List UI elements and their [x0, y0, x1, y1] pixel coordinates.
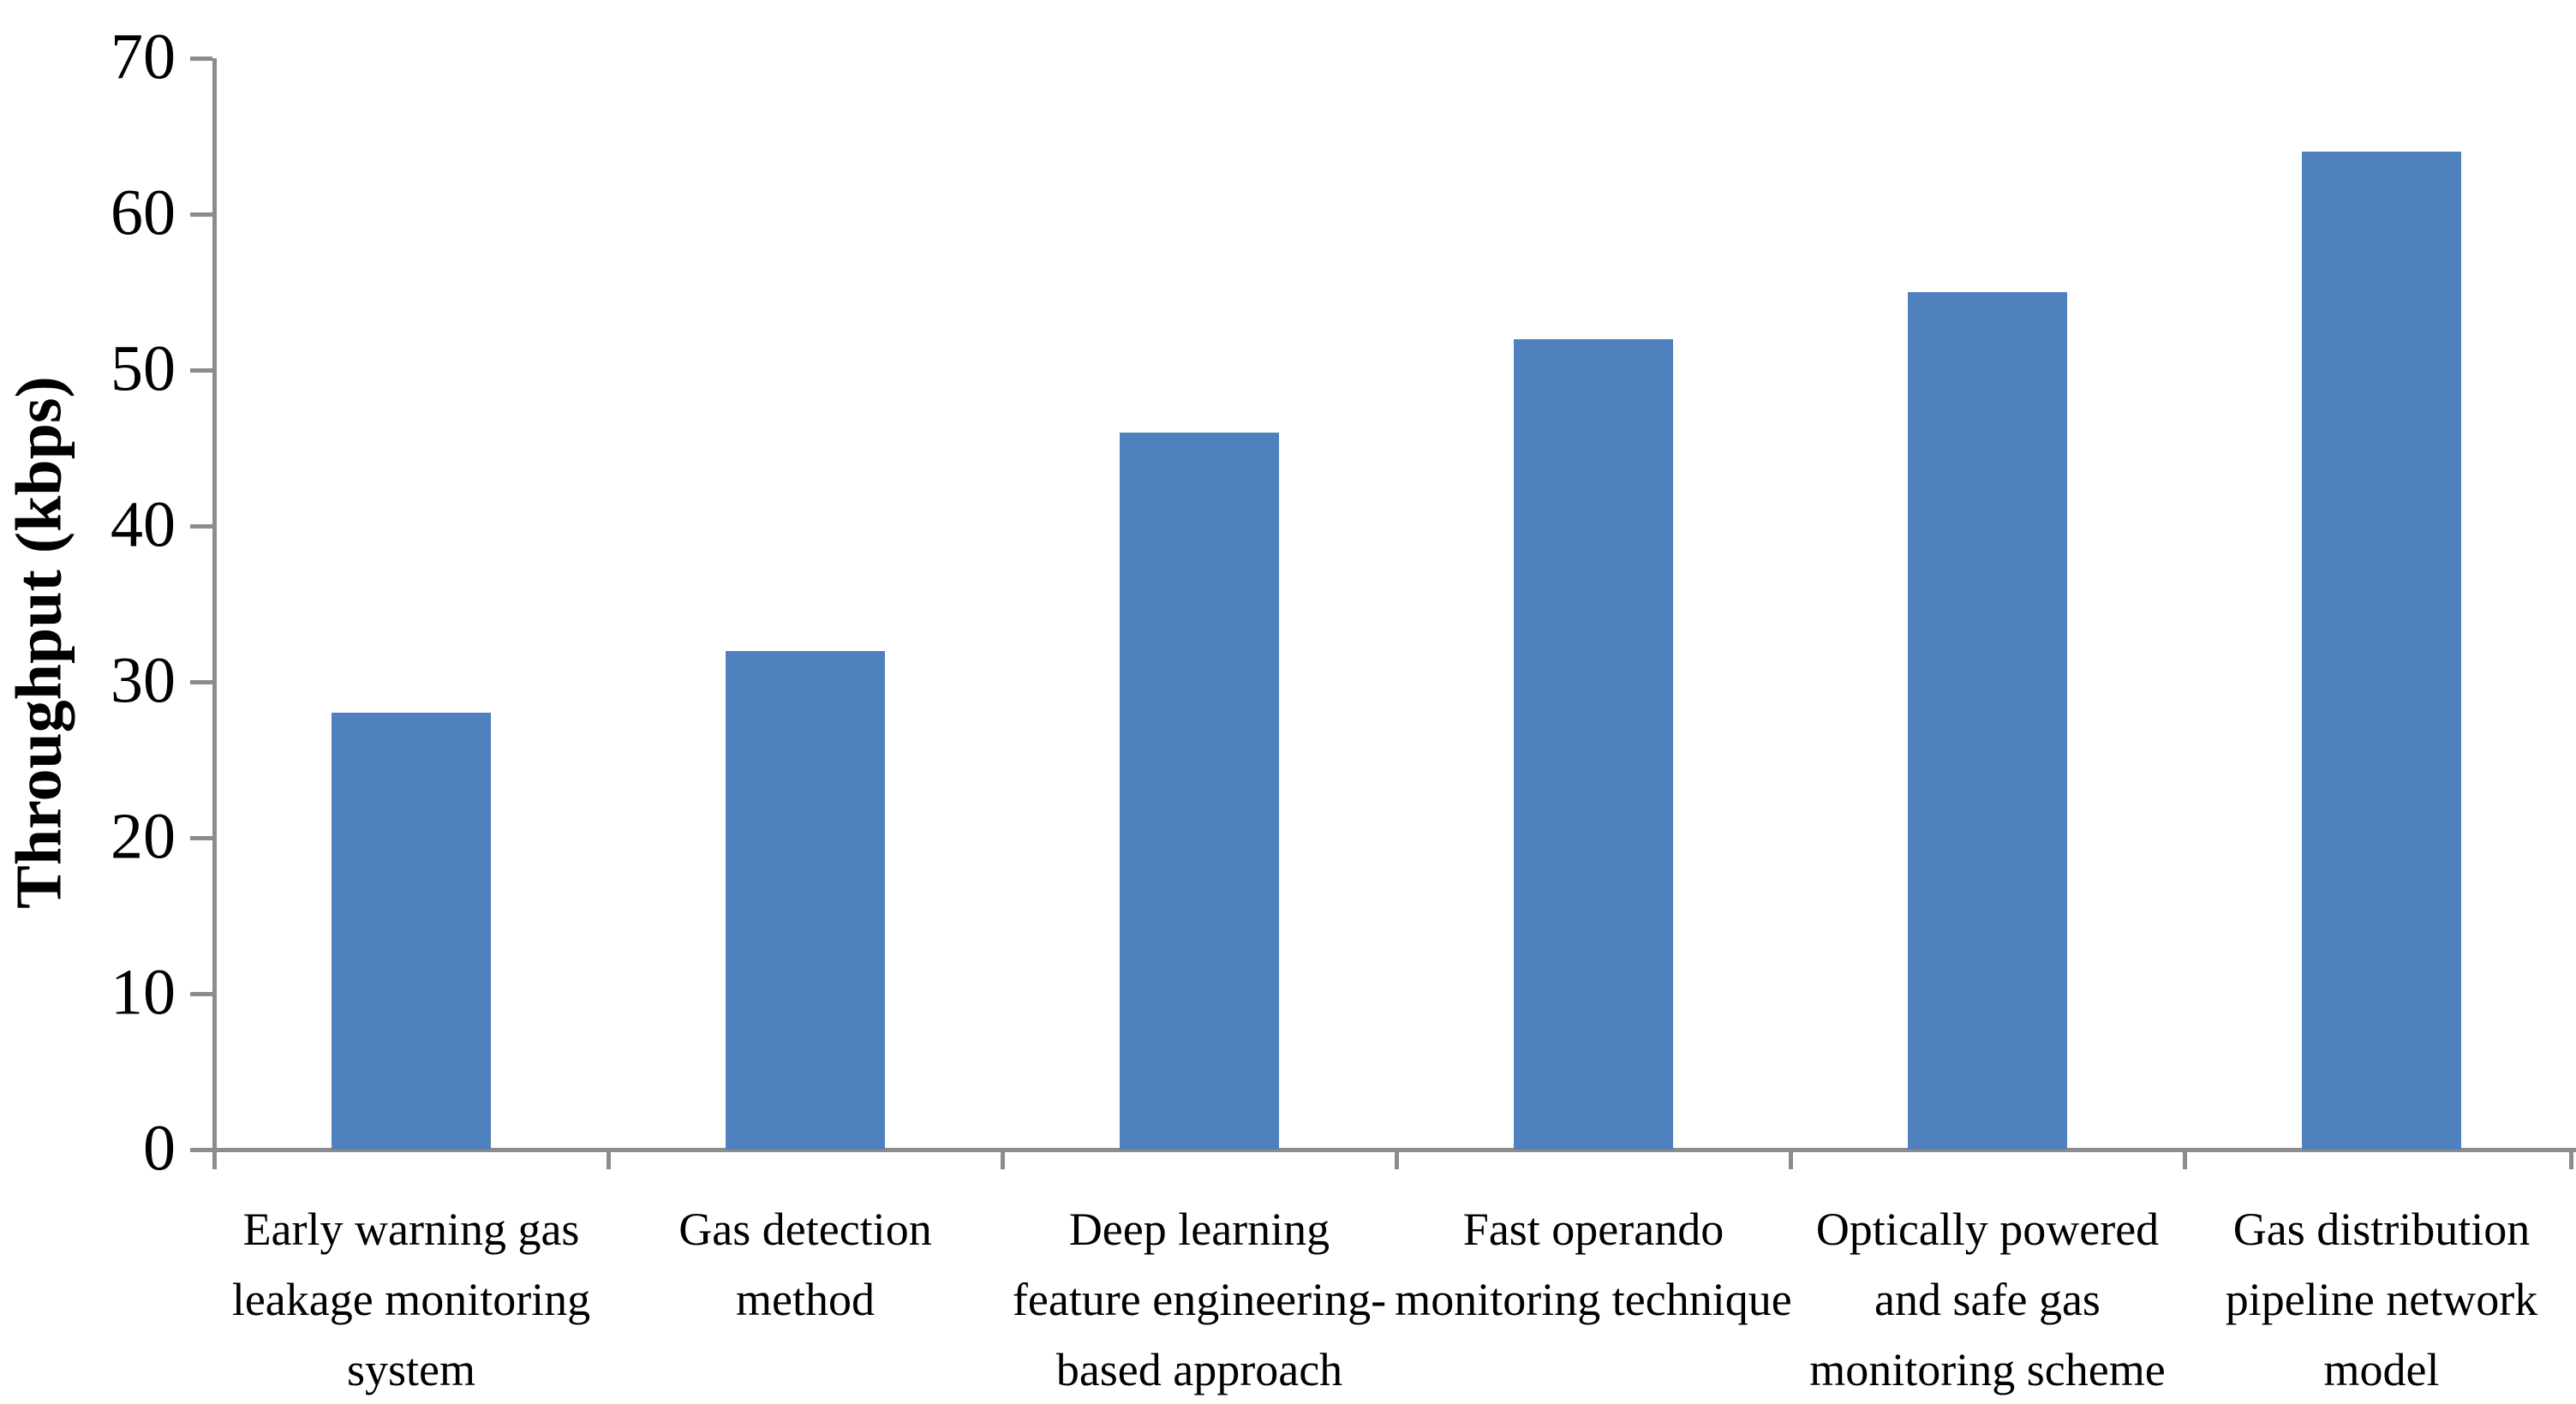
- y-tick-mark: [190, 680, 212, 684]
- y-tick-mark: [190, 524, 212, 529]
- x-category-label: Deep learning feature engineering- based…: [1012, 1204, 1387, 1395]
- x-tick-mark: [2569, 1152, 2573, 1169]
- x-tick-mark: [1001, 1152, 1005, 1169]
- y-tick-label: 10: [111, 956, 176, 1029]
- x-tick-mark: [1395, 1152, 1399, 1169]
- y-tick-label: 20: [111, 800, 176, 873]
- x-category-label: Gas detection method: [678, 1204, 932, 1325]
- y-tick-label: 60: [111, 176, 176, 249]
- x-tick-mark: [212, 1152, 217, 1169]
- y-tick-label: 0: [143, 1112, 176, 1185]
- y-tick-label: 50: [111, 332, 176, 405]
- x-tick-mark: [2183, 1152, 2187, 1169]
- y-tick-label: 70: [111, 21, 176, 93]
- x-tick-mark: [1789, 1152, 1793, 1169]
- y-tick-mark: [190, 1148, 212, 1152]
- y-tick-mark: [190, 212, 212, 217]
- bar: [1120, 432, 1279, 1150]
- y-tick-mark: [190, 992, 212, 996]
- bar: [332, 713, 491, 1150]
- x-category-label: Gas distribution pipeline network model: [2225, 1204, 2538, 1395]
- y-tick-label: 40: [111, 488, 176, 561]
- y-axis-line: [212, 58, 217, 1154]
- y-tick-label: 30: [111, 644, 176, 717]
- bar: [1908, 292, 2067, 1150]
- x-axis-line: [208, 1148, 2576, 1152]
- y-tick-mark: [190, 836, 212, 840]
- x-tick-mark: [607, 1152, 611, 1169]
- bar: [1514, 338, 1673, 1150]
- y-tick-mark: [190, 368, 212, 373]
- bar: [2302, 152, 2461, 1150]
- y-tick-mark: [190, 57, 212, 61]
- bar: [726, 650, 885, 1150]
- x-category-label: Early warning gas leakage monitoring sys…: [231, 1204, 591, 1395]
- x-category-label: Optically powered and safe gas monitorin…: [1809, 1204, 2166, 1395]
- x-category-label: Fast operando monitoring technique: [1395, 1204, 1792, 1325]
